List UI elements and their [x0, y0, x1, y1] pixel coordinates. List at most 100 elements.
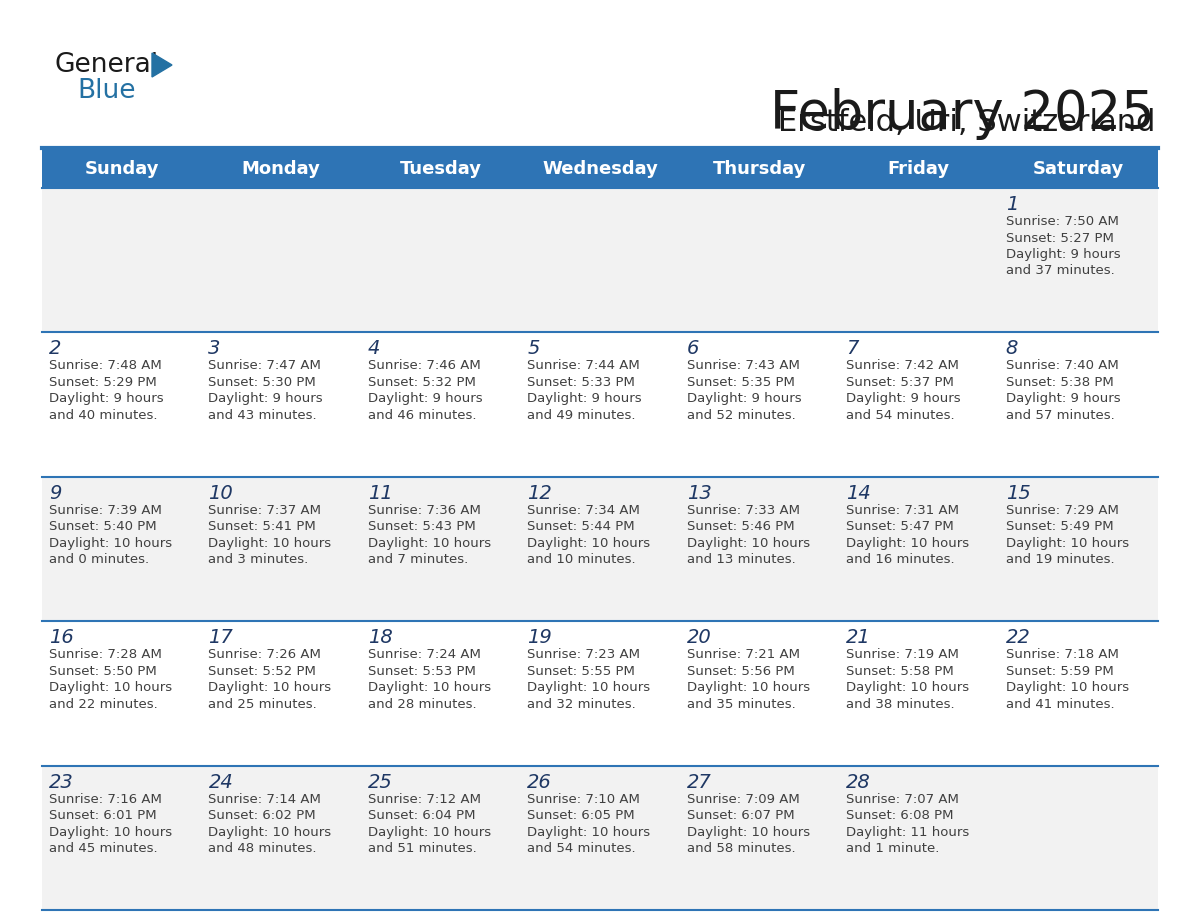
Text: and 19 minutes.: and 19 minutes. — [1005, 554, 1114, 566]
Text: Daylight: 10 hours: Daylight: 10 hours — [208, 681, 331, 694]
Text: 6: 6 — [687, 340, 699, 358]
Text: Sunrise: 7:28 AM: Sunrise: 7:28 AM — [49, 648, 162, 661]
Text: Sunset: 5:30 PM: Sunset: 5:30 PM — [208, 375, 316, 389]
Text: Monday: Monday — [241, 160, 321, 178]
Text: 12: 12 — [527, 484, 552, 503]
Text: Sunrise: 7:42 AM: Sunrise: 7:42 AM — [846, 360, 959, 373]
Text: Sunset: 5:53 PM: Sunset: 5:53 PM — [368, 665, 475, 677]
Text: Daylight: 9 hours: Daylight: 9 hours — [1005, 248, 1120, 261]
Text: and 46 minutes.: and 46 minutes. — [368, 409, 476, 422]
Text: Sunrise: 7:09 AM: Sunrise: 7:09 AM — [687, 792, 800, 806]
Text: Sunrise: 7:19 AM: Sunrise: 7:19 AM — [846, 648, 959, 661]
Text: and 28 minutes.: and 28 minutes. — [368, 698, 476, 711]
Text: Daylight: 10 hours: Daylight: 10 hours — [368, 825, 491, 839]
Text: 24: 24 — [208, 773, 233, 791]
Text: Sunset: 5:32 PM: Sunset: 5:32 PM — [368, 375, 475, 389]
Text: Sunset: 5:38 PM: Sunset: 5:38 PM — [1005, 375, 1113, 389]
Text: Sunset: 5:46 PM: Sunset: 5:46 PM — [687, 521, 795, 533]
Text: 4: 4 — [368, 340, 380, 358]
Text: and 1 minute.: and 1 minute. — [846, 842, 940, 855]
Text: Daylight: 10 hours: Daylight: 10 hours — [49, 681, 172, 694]
Text: and 32 minutes.: and 32 minutes. — [527, 698, 636, 711]
Text: Sunset: 6:07 PM: Sunset: 6:07 PM — [687, 809, 795, 823]
Text: Sunrise: 7:29 AM: Sunrise: 7:29 AM — [1005, 504, 1118, 517]
Text: Sunrise: 7:31 AM: Sunrise: 7:31 AM — [846, 504, 959, 517]
Text: Daylight: 10 hours: Daylight: 10 hours — [49, 825, 172, 839]
Text: and 37 minutes.: and 37 minutes. — [1005, 264, 1114, 277]
Bar — [42, 621, 1158, 766]
Text: 8: 8 — [1005, 340, 1018, 358]
Text: and 41 minutes.: and 41 minutes. — [1005, 698, 1114, 711]
Text: Daylight: 10 hours: Daylight: 10 hours — [527, 537, 650, 550]
Text: 11: 11 — [368, 484, 392, 503]
Text: and 48 minutes.: and 48 minutes. — [208, 842, 317, 855]
Text: Sunset: 5:43 PM: Sunset: 5:43 PM — [368, 521, 475, 533]
Text: and 51 minutes.: and 51 minutes. — [368, 842, 476, 855]
Text: Thursday: Thursday — [713, 160, 807, 178]
Text: Sunrise: 7:46 AM: Sunrise: 7:46 AM — [368, 360, 481, 373]
Text: Daylight: 10 hours: Daylight: 10 hours — [1005, 681, 1129, 694]
Text: Sunrise: 7:34 AM: Sunrise: 7:34 AM — [527, 504, 640, 517]
Text: Wednesday: Wednesday — [542, 160, 658, 178]
Text: 28: 28 — [846, 773, 871, 791]
Text: Daylight: 10 hours: Daylight: 10 hours — [527, 825, 650, 839]
Text: Sunset: 5:27 PM: Sunset: 5:27 PM — [1005, 231, 1113, 244]
Text: Daylight: 9 hours: Daylight: 9 hours — [687, 392, 802, 406]
Text: 2: 2 — [49, 340, 62, 358]
Text: Daylight: 10 hours: Daylight: 10 hours — [687, 825, 810, 839]
Text: 16: 16 — [49, 628, 74, 647]
Text: General: General — [55, 52, 159, 78]
Text: and 25 minutes.: and 25 minutes. — [208, 698, 317, 711]
Text: Sunrise: 7:36 AM: Sunrise: 7:36 AM — [368, 504, 481, 517]
Text: and 40 minutes.: and 40 minutes. — [49, 409, 158, 422]
Text: 17: 17 — [208, 628, 233, 647]
Text: Sunset: 5:55 PM: Sunset: 5:55 PM — [527, 665, 636, 677]
Text: 1: 1 — [1005, 195, 1018, 214]
Text: and 58 minutes.: and 58 minutes. — [687, 842, 795, 855]
Text: Sunrise: 7:24 AM: Sunrise: 7:24 AM — [368, 648, 481, 661]
Text: Sunset: 5:59 PM: Sunset: 5:59 PM — [1005, 665, 1113, 677]
Text: and 10 minutes.: and 10 minutes. — [527, 554, 636, 566]
Text: Daylight: 11 hours: Daylight: 11 hours — [846, 825, 969, 839]
Text: Sunrise: 7:18 AM: Sunrise: 7:18 AM — [1005, 648, 1118, 661]
Text: February 2025: February 2025 — [770, 88, 1155, 140]
Text: Sunrise: 7:39 AM: Sunrise: 7:39 AM — [49, 504, 162, 517]
Text: 23: 23 — [49, 773, 74, 791]
Text: Sunset: 6:05 PM: Sunset: 6:05 PM — [527, 809, 634, 823]
Text: and 22 minutes.: and 22 minutes. — [49, 698, 158, 711]
Bar — [42, 766, 1158, 910]
Text: 10: 10 — [208, 484, 233, 503]
Text: Friday: Friday — [887, 160, 950, 178]
Text: Sunrise: 7:47 AM: Sunrise: 7:47 AM — [208, 360, 321, 373]
Text: and 16 minutes.: and 16 minutes. — [846, 554, 955, 566]
Text: 13: 13 — [687, 484, 712, 503]
Text: Sunrise: 7:33 AM: Sunrise: 7:33 AM — [687, 504, 800, 517]
Text: 7: 7 — [846, 340, 859, 358]
Text: 20: 20 — [687, 628, 712, 647]
Text: Daylight: 10 hours: Daylight: 10 hours — [208, 825, 331, 839]
Text: Sunset: 5:47 PM: Sunset: 5:47 PM — [846, 521, 954, 533]
Text: Sunset: 6:08 PM: Sunset: 6:08 PM — [846, 809, 954, 823]
Text: Sunrise: 7:07 AM: Sunrise: 7:07 AM — [846, 792, 959, 806]
Text: Daylight: 10 hours: Daylight: 10 hours — [846, 537, 969, 550]
Bar — [42, 476, 1158, 621]
Text: Sunset: 5:40 PM: Sunset: 5:40 PM — [49, 521, 157, 533]
Text: Sunset: 6:01 PM: Sunset: 6:01 PM — [49, 809, 157, 823]
Text: and 54 minutes.: and 54 minutes. — [527, 842, 636, 855]
Text: 3: 3 — [208, 340, 221, 358]
Text: Sunrise: 7:21 AM: Sunrise: 7:21 AM — [687, 648, 800, 661]
Text: 5: 5 — [527, 340, 539, 358]
Text: Daylight: 9 hours: Daylight: 9 hours — [527, 392, 642, 406]
Text: Daylight: 10 hours: Daylight: 10 hours — [368, 537, 491, 550]
Text: Daylight: 10 hours: Daylight: 10 hours — [208, 537, 331, 550]
Text: Sunset: 5:56 PM: Sunset: 5:56 PM — [687, 665, 795, 677]
Text: Sunset: 5:37 PM: Sunset: 5:37 PM — [846, 375, 954, 389]
Text: and 7 minutes.: and 7 minutes. — [368, 554, 468, 566]
Text: Sunset: 5:52 PM: Sunset: 5:52 PM — [208, 665, 316, 677]
Text: Sunset: 5:58 PM: Sunset: 5:58 PM — [846, 665, 954, 677]
Text: and 45 minutes.: and 45 minutes. — [49, 842, 158, 855]
Polygon shape — [152, 53, 172, 77]
Text: Sunset: 5:33 PM: Sunset: 5:33 PM — [527, 375, 636, 389]
Text: Sunrise: 7:40 AM: Sunrise: 7:40 AM — [1005, 360, 1118, 373]
Text: Daylight: 9 hours: Daylight: 9 hours — [846, 392, 961, 406]
